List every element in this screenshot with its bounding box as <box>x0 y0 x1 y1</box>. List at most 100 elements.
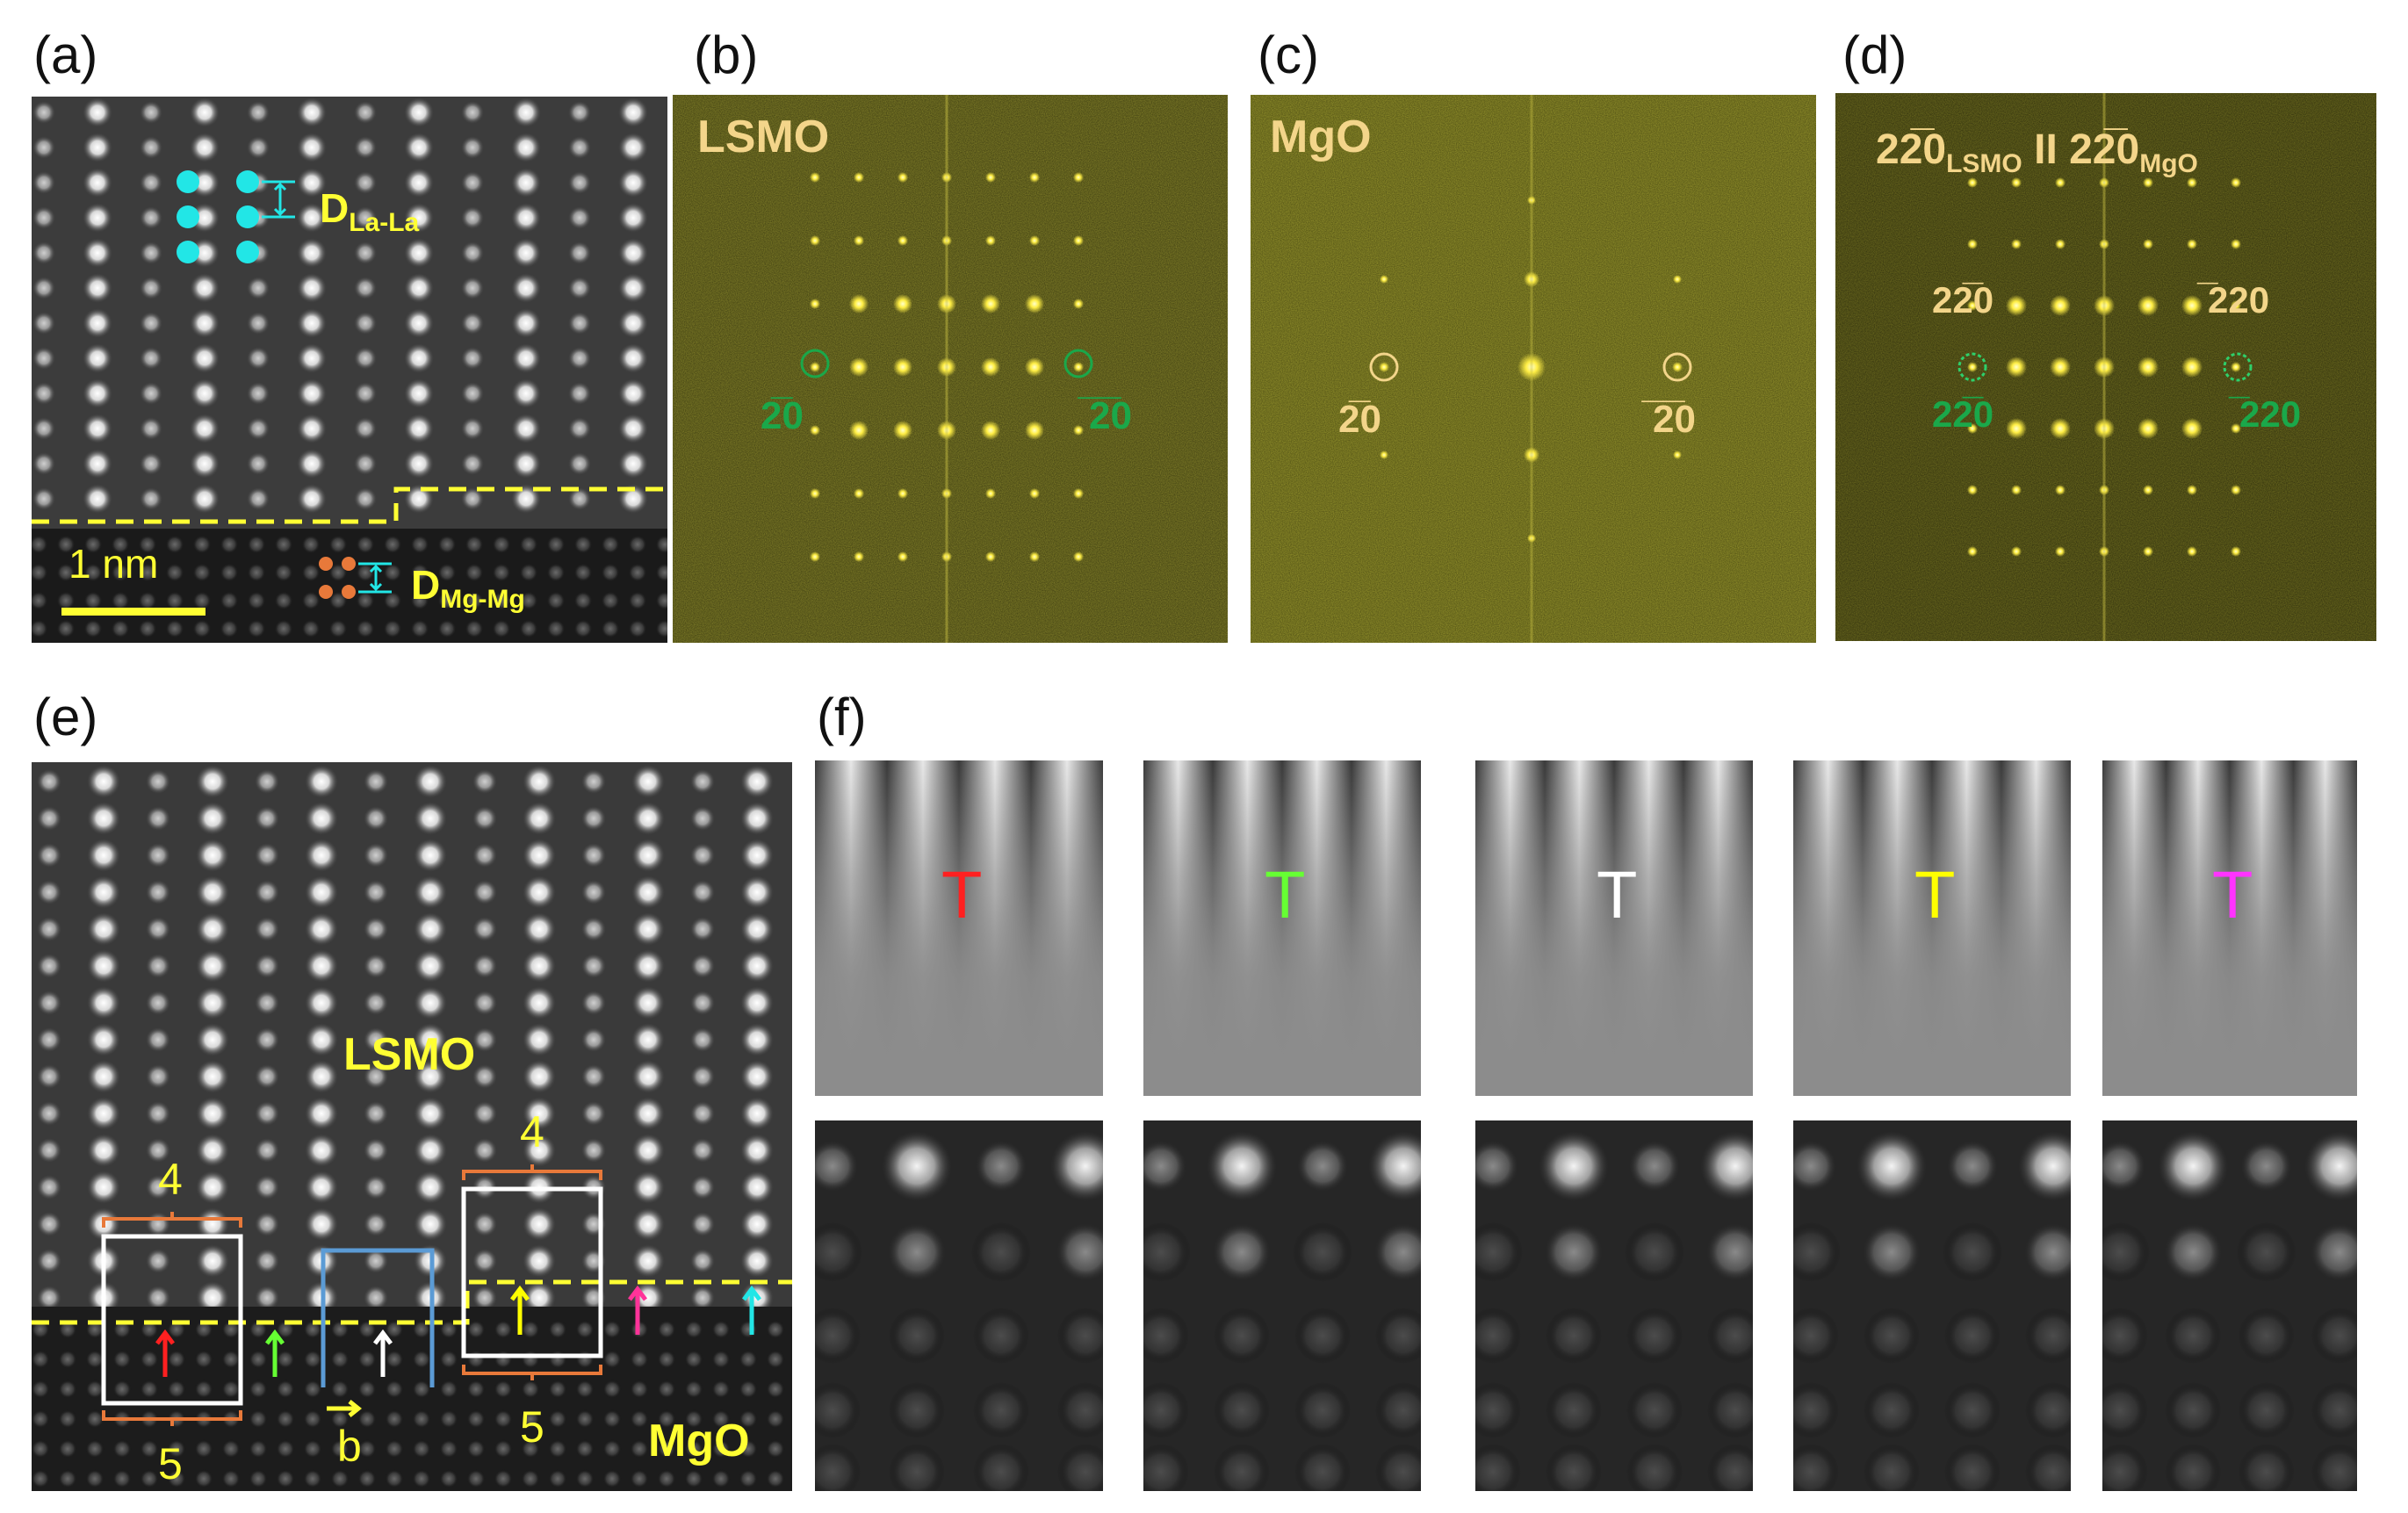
atom-column <box>305 1171 338 1204</box>
diffraction-spot <box>941 551 953 563</box>
atom-column <box>618 343 648 373</box>
atom-column <box>32 417 55 440</box>
atom-column <box>2025 1382 2071 1438</box>
atom-column <box>274 619 293 638</box>
atom-column <box>684 1380 703 1399</box>
atom-column <box>303 1469 322 1488</box>
atom-column <box>472 991 497 1015</box>
atom-column <box>655 619 667 638</box>
atom-column <box>1700 1131 1753 1201</box>
atom-column <box>472 769 497 794</box>
atom-column <box>414 765 447 798</box>
atom-column <box>247 101 270 124</box>
diffraction-spot <box>1967 177 1978 188</box>
atom-column <box>1475 1444 1521 1491</box>
atom-column <box>167 1469 186 1488</box>
atom-column <box>602 1409 622 1429</box>
atom-column <box>32 1409 50 1429</box>
atom-column <box>711 1320 731 1339</box>
diffraction-spot <box>2011 239 2022 249</box>
atom-column <box>523 1134 556 1167</box>
atom-column <box>303 1409 322 1429</box>
atom-column <box>414 1207 447 1241</box>
atom-column <box>58 1409 77 1429</box>
lsmo-atom-columns <box>32 97 648 514</box>
atom-column <box>305 986 338 1019</box>
spot-circle-right <box>1063 349 1093 378</box>
atom-column <box>618 378 648 408</box>
count-top-right: 4 <box>520 1107 544 1156</box>
atom-column <box>58 1350 77 1369</box>
diffraction-spot <box>2187 239 2197 249</box>
diffraction-spot <box>2006 418 2027 439</box>
atom-column <box>511 378 541 408</box>
atom-column <box>630 1409 649 1429</box>
atom-column <box>190 484 220 514</box>
diffraction-spot <box>2011 546 2022 557</box>
atom-column <box>37 1027 61 1052</box>
atom-column <box>83 535 103 554</box>
atom-column <box>194 1469 213 1488</box>
atom-column <box>414 802 447 835</box>
fourier-filtered-image: T <box>815 760 1103 1096</box>
atom-column <box>472 1138 497 1163</box>
diffraction-spot <box>937 357 956 377</box>
atom-column <box>37 1175 61 1200</box>
atom-column <box>1864 1382 1920 1438</box>
atom-column <box>404 168 434 198</box>
diffraction-spot <box>809 551 821 563</box>
atom-column <box>631 1171 665 1204</box>
atom-column <box>196 1171 229 1204</box>
diffraction-spot <box>984 234 997 247</box>
atom-column <box>618 203 648 233</box>
atom-column <box>196 875 229 909</box>
atom-column <box>138 563 157 582</box>
atom-column <box>2102 1444 2148 1491</box>
atom-column <box>255 1064 279 1089</box>
atom-column <box>461 312 484 335</box>
atom-column <box>690 954 715 978</box>
atom-column <box>711 1350 731 1369</box>
atom-column <box>32 1350 50 1369</box>
atom-column <box>631 986 665 1019</box>
atom-column <box>766 1320 785 1339</box>
diffraction-spot <box>893 421 912 440</box>
atom-column <box>766 1380 785 1399</box>
diffraction-spot <box>2187 485 2197 495</box>
atom-column <box>354 452 377 475</box>
atom-column <box>1143 1222 1191 1282</box>
atom-column <box>511 97 541 127</box>
panel-label-c: (c) <box>1258 25 1319 84</box>
atom-column <box>1294 1382 1351 1438</box>
atom-column <box>2311 1444 2357 1491</box>
atom-column <box>1368 1131 1421 1201</box>
interface-line <box>32 486 667 524</box>
atom-column <box>354 171 377 194</box>
blue-box <box>321 1248 435 1387</box>
atom-column <box>305 1207 338 1241</box>
diffraction-spot <box>1967 300 1978 311</box>
atom-column <box>1214 1382 1270 1438</box>
atom-column <box>385 1439 404 1459</box>
atom-column <box>2158 1131 2229 1201</box>
atom-column <box>739 1320 758 1339</box>
atom-column <box>472 843 497 868</box>
atom-column <box>523 1207 556 1241</box>
atom-column <box>657 1350 676 1369</box>
atom-column <box>364 1138 388 1163</box>
la-la-spacing-bracket <box>262 180 295 219</box>
atom-column <box>740 765 774 798</box>
count-top-left: 4 <box>158 1155 183 1204</box>
atom-column <box>511 449 541 479</box>
atom-column <box>247 591 266 610</box>
diffraction-spot <box>893 294 912 313</box>
atom-column <box>1793 1222 1841 1282</box>
atom-column <box>192 535 212 554</box>
atom-column <box>83 484 112 514</box>
atom-column <box>1707 1444 1753 1491</box>
atom-column <box>165 619 184 638</box>
atom-column <box>305 1134 338 1167</box>
diffraction-spot <box>2099 485 2109 495</box>
atom-column <box>247 535 266 554</box>
diffraction-spot <box>1967 362 1978 372</box>
